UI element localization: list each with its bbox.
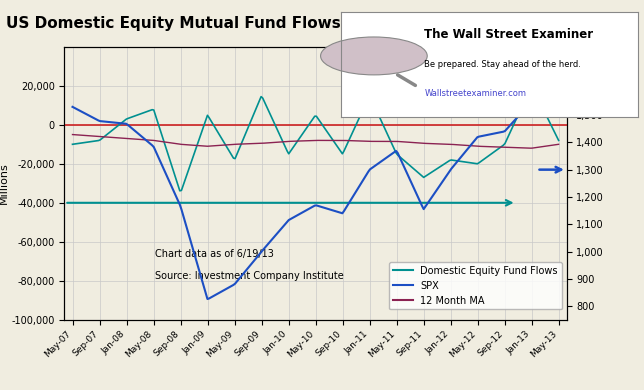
Text: Be prepared. Stay ahead of the herd.: Be prepared. Stay ahead of the herd. <box>424 60 581 69</box>
Text: US Domestic Equity Mutual Fund Flows: US Domestic Equity Mutual Fund Flows <box>6 16 341 30</box>
Text: Wallstreetexaminer.com: Wallstreetexaminer.com <box>424 89 526 98</box>
Legend: Domestic Equity Fund Flows, SPX, 12 Month MA: Domestic Equity Fund Flows, SPX, 12 Mont… <box>390 262 562 310</box>
Circle shape <box>321 37 427 75</box>
Text: The Wall Street Examiner: The Wall Street Examiner <box>424 28 593 41</box>
Text: Source: Investment Company Institute: Source: Investment Company Institute <box>155 271 343 281</box>
Text: Chart data as of 6/19/13: Chart data as of 6/19/13 <box>155 249 274 259</box>
Y-axis label: Millions: Millions <box>0 162 8 204</box>
